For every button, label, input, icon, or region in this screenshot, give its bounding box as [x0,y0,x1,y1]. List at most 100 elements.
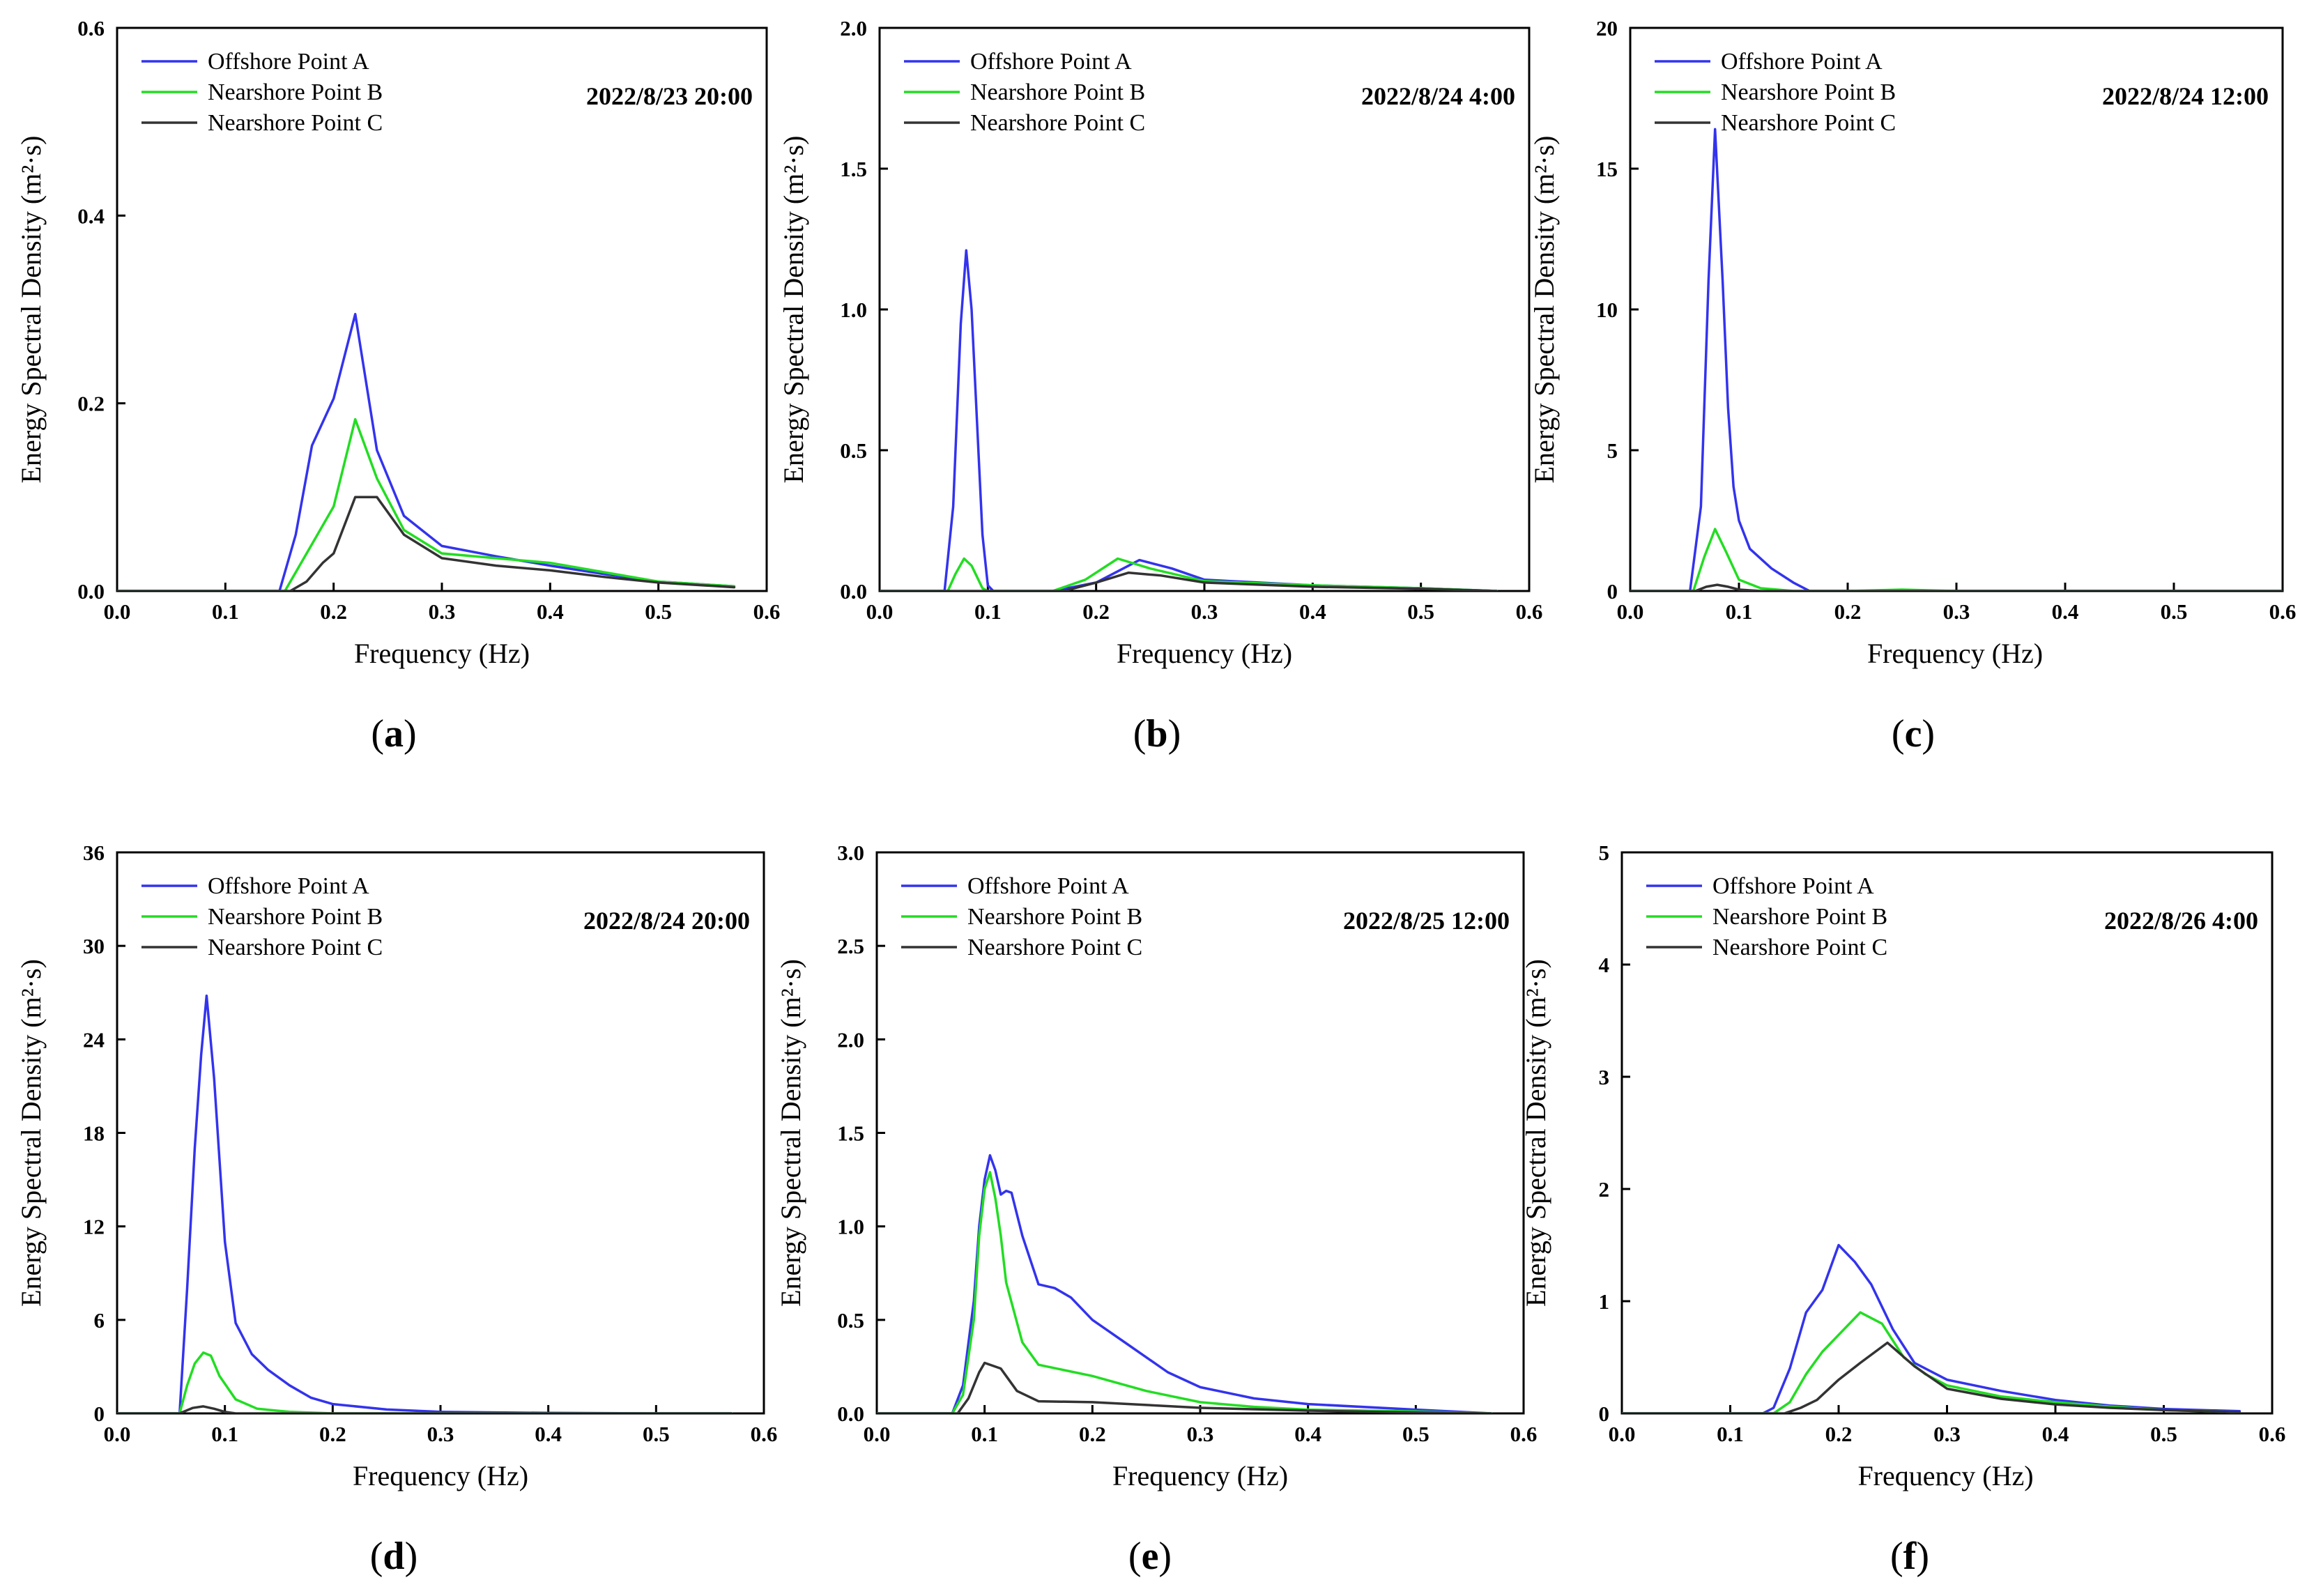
x-axis-title: Frequency (Hz) [1867,638,2043,669]
series-line-nearshore-point-b [117,417,736,591]
y-tick-label: 3.0 [837,841,864,865]
y-tick-label: 0.5 [840,438,867,463]
x-tick-label: 0.1 [1717,1422,1744,1446]
y-axis-title: Energy Spectral Density (m²·s) [15,959,47,1307]
series-line-offshore-point-a [1630,128,2283,591]
y-tick-label: 6 [94,1308,105,1333]
legend-label: Offshore Point A [1712,873,1874,899]
legend-label: Nearshore Point C [208,110,383,136]
timestamp-annotation: 2022/8/26 4:00 [2104,907,2258,935]
panel-label: (f) [1890,1535,1929,1578]
legend-label: Offshore Point A [967,873,1129,899]
chart-panel-2: 0.0 0.1 0.2 0.3 0.4 0.5 0.6 0.0 0.5 1.0 1.5 2.0 Freq… [778,16,1542,669]
x-tick-label: 0.3 [1943,599,1970,624]
series-line-nearshore-point-c [117,1405,733,1413]
chart-panel-1: 0.0 0.1 0.2 0.3 0.4 0.5 0.6 0.0 0.2 0.4 0.6 Frequen… [15,16,780,669]
x-tick-label: 0.3 [1191,599,1218,624]
series-line-nearshore-point-c [1630,583,2283,591]
y-axis-title: Energy Spectral Density (m²·s) [15,136,47,484]
legend-label: Nearshore Point B [970,79,1145,105]
y-axis-title: Energy Spectral Density (m²·s) [1528,136,1560,484]
y-tick-label: 2.5 [837,934,864,958]
y-tick-label: 2.0 [837,1027,864,1052]
legend-label: Nearshore Point B [208,79,383,105]
x-axis-title: Frequency (Hz) [1117,638,1292,669]
legend-label: Offshore Point A [970,49,1132,75]
series-line-nearshore-point-c [117,496,736,591]
x-tick-label: 0.6 [2259,1422,2286,1446]
x-tick-label: 0.0 [104,1422,131,1446]
y-tick-label: 30 [83,934,105,958]
x-tick-label: 0.4 [1299,599,1326,624]
series-line-nearshore-point-c [880,571,1499,591]
x-tick-label: 0.2 [319,1422,346,1446]
y-tick-label: 2.0 [840,16,867,40]
series-line-nearshore-point-b [1622,1311,2241,1413]
x-tick-label: 0.1 [212,599,239,624]
x-tick-label: 0.0 [1617,599,1644,624]
y-tick-label: 0.0 [840,579,867,604]
x-tick-label: 0.6 [2269,599,2297,624]
x-tick-label: 0.6 [1516,599,1543,624]
series-line-nearshore-point-b [880,557,1499,591]
chart-panel-6: 0.0 0.1 0.2 0.3 0.4 0.5 0.6 0 1 2 3 4 5 Frequency (Hz… [1520,841,2285,1491]
series-line-offshore-point-a [117,994,733,1413]
x-tick-label: 0.4 [535,1422,562,1446]
series-line-nearshore-point-c [1622,1341,2241,1413]
x-tick-label: 0.1 [211,1422,238,1446]
series-line-nearshore-point-b [877,1171,1493,1413]
y-tick-label: 4 [1599,953,1610,977]
x-tick-label: 0.5 [1402,1422,1430,1446]
y-axis-title: Energy Spectral Density (m²·s) [1520,959,1551,1307]
legend-label: Nearshore Point C [1712,935,1887,960]
panel-label: (b) [1133,712,1181,755]
y-tick-label: 0 [1599,1402,1610,1426]
y-tick-label: 18 [83,1121,105,1146]
panel-label: (c) [1891,712,1936,755]
y-tick-label: 20 [1596,16,1618,40]
x-tick-label: 0.0 [104,599,131,624]
y-tick-label: 5 [1607,438,1618,463]
chart-panel-3: 0.0 0.1 0.2 0.3 0.4 0.5 0.6 0 5 10 15 20 Frequency (… [1528,16,2296,669]
x-tick-label: 0.5 [645,599,672,624]
y-tick-label: 5 [1599,841,1610,865]
y-tick-label: 1.0 [840,298,867,322]
y-tick-label: 12 [83,1215,105,1239]
x-tick-label: 0.6 [751,1422,778,1446]
x-axis-title: Frequency (Hz) [353,1460,528,1491]
y-tick-label: 10 [1596,298,1618,322]
x-tick-label: 0.2 [1834,599,1862,624]
series-line-offshore-point-a [877,1153,1493,1413]
x-tick-label: 0.2 [320,599,347,624]
series-line-offshore-point-a [880,249,1499,591]
legend-label: Nearshore Point C [967,935,1142,960]
x-tick-label: 0.3 [1187,1422,1214,1446]
y-tick-label: 1.5 [837,1121,864,1146]
y-tick-label: 24 [83,1027,105,1052]
x-tick-label: 0.3 [1933,1422,1961,1446]
x-tick-label: 0.4 [1294,1422,1321,1446]
y-tick-label: 3 [1599,1065,1610,1089]
chart-panel-5: 0.0 0.1 0.2 0.3 0.4 0.5 0.6 0.0 0.5 1.0 1.5 2.0 2.5 3… [775,841,1537,1491]
y-axis-title: Energy Spectral Density (m²·s) [775,959,806,1307]
x-tick-label: 0.1 [1726,599,1753,624]
panel-label: (a) [371,712,417,755]
timestamp-annotation: 2022/8/25 12:00 [1343,907,1510,935]
y-axis-title: Energy Spectral Density (m²·s) [778,136,809,484]
series-line-nearshore-point-b [1630,528,2283,591]
y-tick-label: 0.4 [77,204,105,228]
legend-label: Offshore Point A [1721,49,1883,75]
x-tick-label: 0.5 [1407,599,1434,624]
x-tick-label: 0.2 [1079,1422,1106,1446]
x-tick-label: 0.0 [866,599,894,624]
y-tick-label: 0 [94,1402,105,1426]
panel-label: (d) [369,1535,418,1578]
x-axis-title: Frequency (Hz) [354,638,530,669]
x-tick-label: 0.3 [427,1422,454,1446]
y-tick-label: 0.0 [77,579,105,604]
y-tick-label: 36 [83,841,105,865]
y-tick-label: 2 [1599,1177,1610,1202]
series-line-offshore-point-a [117,312,736,591]
legend-label: Nearshore Point B [1721,79,1896,105]
